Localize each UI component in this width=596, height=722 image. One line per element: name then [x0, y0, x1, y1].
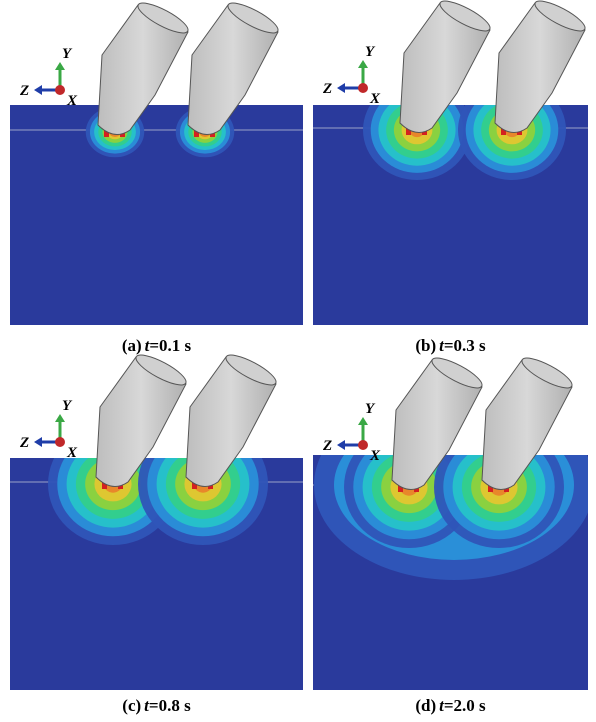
panel: Y Z X (d)t=2.0 s	[313, 353, 594, 715]
workpiece	[10, 105, 303, 325]
axis-label-z: Z	[19, 83, 29, 99]
axis-label-z: Z	[322, 438, 332, 454]
caption-value: =2.0 s	[444, 696, 486, 715]
axis-label-x: X	[369, 91, 381, 107]
axis-label-y: Y	[365, 401, 376, 417]
z-arrowhead	[337, 440, 345, 450]
y-arrowhead	[358, 417, 368, 425]
z-arrowhead	[34, 437, 42, 447]
axis-label-x: X	[369, 448, 381, 464]
sim-domain	[10, 423, 303, 690]
figure: YZX(a)t=0.1 sYZX(b)t=0.3 sYZX(c)t=0.8 sY…	[0, 0, 596, 722]
panel: Y Z X (c)t=0.8 s	[10, 350, 303, 715]
caption-value: =0.1 s	[149, 336, 191, 355]
sim-domain	[313, 80, 588, 325]
caption: (c)t=0.8 s	[122, 696, 191, 715]
caption-label: (c)	[122, 696, 141, 715]
axis-label-x: X	[66, 93, 78, 109]
panel: Y Z X (b)t=0.3 s	[313, 0, 588, 355]
caption-label: (b)	[415, 336, 436, 355]
axis-label-y: Y	[62, 398, 73, 414]
caption-label: (a)	[122, 336, 142, 355]
panel: Y Z X (a)t=0.1 s	[10, 0, 303, 355]
axis-label-z: Z	[19, 435, 29, 451]
axis-label-y: Y	[365, 44, 376, 60]
x-axis-dot	[55, 85, 65, 95]
z-arrowhead	[337, 83, 345, 93]
x-axis-dot	[55, 437, 65, 447]
y-arrowhead	[55, 62, 65, 70]
y-arrowhead	[55, 414, 65, 422]
caption-value: =0.8 s	[149, 696, 191, 715]
z-arrowhead	[34, 85, 42, 95]
caption-label: (d)	[415, 696, 436, 715]
caption: (a)t=0.1 s	[122, 336, 192, 355]
sim-domain	[10, 105, 303, 325]
caption: (d)t=2.0 s	[415, 696, 486, 715]
caption-value: =0.3 s	[444, 336, 486, 355]
axis-label-y: Y	[62, 46, 73, 62]
y-arrowhead	[358, 60, 368, 68]
x-axis-dot	[358, 440, 368, 450]
caption: (b)t=0.3 s	[415, 336, 486, 355]
axis-label-x: X	[66, 445, 78, 461]
x-axis-dot	[358, 83, 368, 93]
axis-label-z: Z	[322, 81, 332, 97]
